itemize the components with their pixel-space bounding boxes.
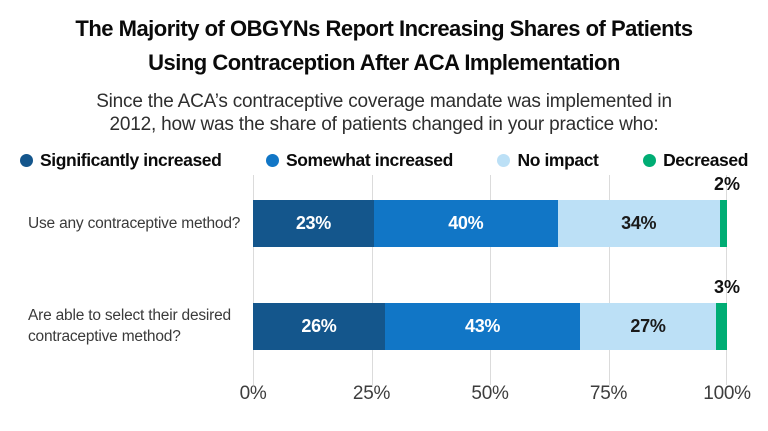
bar-segment-somewhat-increased: 43%: [384, 303, 581, 350]
bar-value-label: 26%: [301, 316, 337, 336]
legend-dot-icon: [20, 153, 33, 167]
plot-gridlines: [253, 175, 727, 385]
row-label-2: Are able to select their desired contrac…: [28, 305, 252, 347]
bar-outside-value-label: 2%: [713, 174, 740, 194]
gridline-50: [490, 175, 491, 385]
row-label-1: Use any contraceptive method?: [28, 213, 252, 234]
legend-label: Significantly increased: [40, 149, 222, 170]
x-axis: 0% 25% 50% 75% 100%: [240, 383, 751, 407]
x-tick-75: 75%: [589, 383, 628, 404]
legend-item-decreased: Decreased: [643, 150, 748, 171]
bar-outside-value-label: 3%: [713, 277, 740, 297]
bar-value-label: 27%: [630, 316, 666, 336]
row-label-line: Use any contraceptive method?: [28, 215, 241, 232]
bar-value-label: 43%: [464, 316, 501, 336]
legend-item-significantly-increased: Significantly increased: [20, 149, 222, 171]
legend-dot-icon: [266, 153, 279, 167]
bar-segment-no-impact: 27%: [580, 303, 716, 350]
x-tick-0: 0%: [239, 383, 267, 404]
chart-subtitle: Since the ACA’s contraceptive coverage m…: [0, 90, 768, 136]
bar-value-label: 34%: [621, 213, 657, 233]
bar-value-label: 23%: [295, 213, 331, 233]
bar-segment-somewhat-increased: 40%: [373, 200, 558, 247]
row-label-line: contraceptive method?: [28, 328, 181, 345]
x-tick-50: 50%: [471, 383, 509, 404]
gridline-75: [608, 175, 610, 385]
bar-segment-no-impact: 34%: [557, 200, 720, 247]
bar-segment-decreased: [715, 303, 727, 350]
legend-dot-icon: [643, 153, 657, 167]
gridline-25: [371, 175, 373, 385]
bar-segment-significantly-increased: 23%: [253, 200, 374, 247]
x-tick-100: 100%: [703, 383, 751, 404]
bar-row-1: 23% 40% 34% 2%: [253, 174, 740, 247]
gridline-0: [253, 175, 254, 385]
bar-value-label: 40%: [448, 213, 484, 233]
bar-row-2: 26% 43% 27% 3%: [253, 277, 740, 350]
legend-dot-icon: [497, 153, 511, 167]
chart-title-line-2: Using Contraception After ACA Implementa…: [148, 50, 620, 75]
chart-subtitle-line-1: Since the ACA’s contraceptive coverage m…: [96, 91, 672, 112]
chart-title-line-1: The Majority of OBGYNs Report Increasing…: [75, 16, 693, 41]
legend-item-no-impact: No impact: [497, 149, 599, 171]
legend-label: Decreased: [663, 149, 748, 170]
chart-title: The Majority of OBGYNs Report Increasing…: [0, 12, 768, 80]
x-tick-25: 25%: [352, 383, 391, 404]
chart-subtitle-line-2: 2012, how was the share of patients chan…: [109, 114, 659, 135]
row-label-line: Are able to select their desired: [28, 307, 231, 324]
bar-segment-decreased: [719, 200, 727, 247]
bar-segment-significantly-increased: 26%: [253, 303, 385, 350]
legend-item-somewhat-increased: Somewhat increased: [266, 150, 453, 171]
legend: Significantly increased Somewhat increas…: [0, 148, 768, 172]
legend-label: Somewhat increased: [286, 149, 453, 170]
legend-label: No impact: [517, 149, 599, 170]
gridline-100: [726, 175, 727, 385]
